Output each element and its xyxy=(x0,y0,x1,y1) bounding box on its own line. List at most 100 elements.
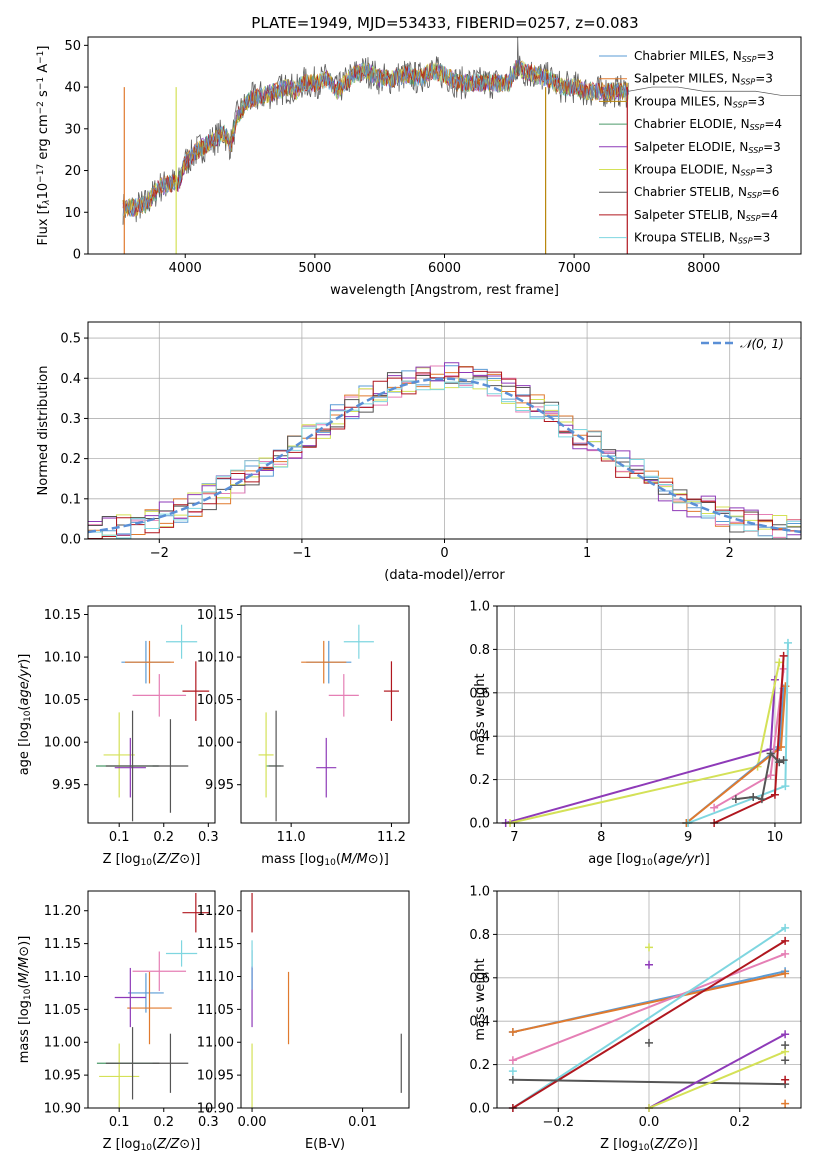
data-point xyxy=(128,973,164,1013)
y-tick-label: 30 xyxy=(64,122,81,137)
plus-marker xyxy=(781,969,790,978)
plus-marker xyxy=(508,1028,517,1037)
y-axis-label: mass weight xyxy=(473,958,488,1040)
x-axis-label: Z [log10(Z/Z⊙)] xyxy=(103,1137,201,1153)
series-line xyxy=(648,1050,786,1109)
plus-marker xyxy=(781,1030,790,1039)
spectrum-lines xyxy=(122,37,801,254)
plus-marker xyxy=(781,782,790,791)
plus-marker xyxy=(781,1099,790,1108)
y-tick-label: 0.3 xyxy=(60,412,81,427)
data-point xyxy=(132,674,187,717)
plus-marker xyxy=(781,1056,790,1065)
data-point xyxy=(182,892,210,933)
y-tick-label: 10.95 xyxy=(44,1069,81,1084)
series-line xyxy=(648,1033,786,1109)
x-tick-label: 7 xyxy=(510,830,518,845)
error-bars xyxy=(258,624,399,822)
y-tick-label: 0.4 xyxy=(469,730,490,745)
mass-weight-lines xyxy=(501,638,792,827)
y-tick-label: 1.0 xyxy=(469,885,490,900)
data-point xyxy=(301,640,347,684)
y-tick-label: 11.00 xyxy=(44,1036,81,1051)
data-point xyxy=(328,674,359,717)
spectrum-series xyxy=(122,59,629,218)
y-tick-label: 11.00 xyxy=(197,1036,234,1051)
plus-marker xyxy=(749,792,758,801)
plus-marker xyxy=(766,749,775,758)
axes-frame xyxy=(496,890,802,1109)
data-point xyxy=(105,1027,160,1100)
y-tick-label: 10.10 xyxy=(44,651,81,666)
plus-marker xyxy=(731,795,740,804)
x-tick-label: 0.3 xyxy=(198,1115,219,1130)
y-tick-label: 11.10 xyxy=(44,970,81,985)
plus-marker xyxy=(757,795,766,804)
x-tick-label: 0.00 xyxy=(238,1115,267,1130)
x-tick-label: −1 xyxy=(292,546,311,561)
x-tick-label: 4000 xyxy=(169,261,202,276)
y-tick-label: 0.2 xyxy=(469,773,490,788)
x-tick-label: 11.2 xyxy=(377,830,406,845)
error-bars xyxy=(96,892,210,1108)
residuals-panel: −2 −1 0 1 2 0.0 0.1 0.2 0.3 0.4 0.5 𝒩(0, 1) (data-mo… xyxy=(36,321,802,583)
x-tick-label: 0 xyxy=(440,546,448,561)
data-point xyxy=(258,712,274,798)
x-tick-label: 0.2 xyxy=(153,1115,174,1130)
plus-marker xyxy=(775,758,784,767)
y-tick-label: 1.0 xyxy=(469,600,490,615)
data-point xyxy=(99,1043,140,1108)
legend-label: Kroupa ELODIE, NSSP=3 xyxy=(634,163,773,178)
x-tick-label: −2 xyxy=(150,546,169,561)
data-point xyxy=(105,710,160,822)
y-tick-label: 0.4 xyxy=(60,372,81,387)
x-tick-label: 10 xyxy=(767,830,784,845)
halpha-spike xyxy=(516,37,520,79)
y-tick-label: 10.10 xyxy=(197,651,234,666)
legend-label: Chabrier ELODIE, NSSP=4 xyxy=(634,117,782,132)
axes-frame xyxy=(240,890,410,1109)
mass_vs_Z-panel: 0.1 0.2 0.3 10.90 10.95 11.00 11.05 11.10 11.15 1… xyxy=(17,890,219,1153)
error-bars xyxy=(251,892,402,1108)
plus-marker xyxy=(781,923,790,932)
data-point xyxy=(182,661,210,721)
series-line xyxy=(505,679,776,824)
data-point xyxy=(268,710,284,822)
data-point xyxy=(124,640,175,684)
y-tick-label: 9.95 xyxy=(205,778,234,793)
y-tick-label: 0.0 xyxy=(469,817,490,832)
plus-marker xyxy=(781,1041,790,1050)
x-tick-label: 7000 xyxy=(558,261,591,276)
y-tick-label: 10.05 xyxy=(44,693,81,708)
y-tick-label: 0.8 xyxy=(469,643,490,658)
x-tick-label: 6000 xyxy=(428,261,461,276)
plus-marker xyxy=(783,638,792,647)
axes-frame xyxy=(496,605,802,824)
y-tick-label: 10.15 xyxy=(197,608,234,623)
y-axis-label: Normed distribution xyxy=(36,366,51,496)
x-tick-label: 11.0 xyxy=(277,830,306,845)
y-tick-label: 11.20 xyxy=(197,904,234,919)
x-axis-label: E(B-V) xyxy=(305,1137,345,1152)
y-tick-label: 40 xyxy=(64,81,81,96)
plus-marker xyxy=(645,960,653,969)
y-tick-label: 10.15 xyxy=(44,608,81,623)
data-point xyxy=(132,951,187,991)
histograms xyxy=(88,362,801,539)
histogram-series xyxy=(88,379,801,539)
y-axis-label: age [log10(age/yr)] xyxy=(17,654,33,776)
x-tick-label: 0.01 xyxy=(348,1115,377,1130)
model-extension xyxy=(628,86,801,96)
y-tick-label: 10.90 xyxy=(44,1102,81,1117)
data-point xyxy=(316,737,337,798)
x-tick-label: −0.2 xyxy=(542,1115,574,1130)
mass-weight-lines xyxy=(508,923,790,1112)
axes-frame xyxy=(87,890,216,1109)
axes-frame xyxy=(240,605,410,824)
x-tick-label: 0.1 xyxy=(109,1115,130,1130)
y-axis-label: Flux [fλ10−17 erg cm−2 s−1 A−1] xyxy=(36,46,52,246)
figure-title: PLATE=1949, MJD=53433, FIBERID=0257, z=0… xyxy=(251,14,638,32)
x-axis-label: Z [log10(Z/Z⊙)] xyxy=(103,852,201,868)
